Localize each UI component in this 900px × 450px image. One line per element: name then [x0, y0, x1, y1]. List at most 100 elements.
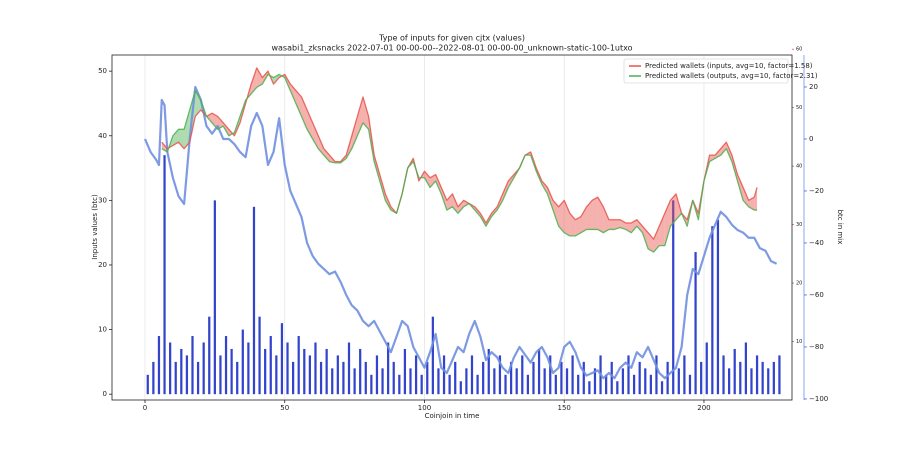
bar	[202, 342, 205, 395]
bar	[163, 155, 166, 395]
bar	[465, 368, 468, 395]
bar	[180, 348, 183, 395]
bar	[303, 348, 306, 395]
fill-between	[424, 171, 431, 188]
bar	[286, 342, 289, 395]
bar	[537, 348, 541, 395]
fill-between	[251, 67, 257, 94]
fill-between	[709, 155, 716, 162]
bar	[627, 355, 630, 395]
bar	[666, 361, 669, 395]
fill-between	[653, 226, 660, 253]
fill-between	[458, 200, 464, 214]
bar	[459, 381, 462, 395]
bar	[403, 348, 407, 395]
bar	[649, 374, 652, 395]
y-axis-label: Inputs values (btc)	[91, 194, 99, 260]
bar	[621, 368, 625, 395]
bar	[588, 381, 591, 395]
mix-line	[143, 85, 778, 380]
bar	[739, 361, 742, 395]
y3-tick-label: 20	[796, 281, 802, 287]
bar	[241, 329, 244, 395]
bar	[554, 374, 557, 395]
bar	[560, 361, 563, 395]
fill-between	[553, 200, 559, 227]
bar	[230, 348, 233, 395]
fill-between	[670, 193, 677, 227]
fill-between	[172, 129, 179, 146]
bar	[297, 336, 300, 395]
bar	[515, 368, 518, 395]
bar	[319, 361, 323, 395]
fill-between	[323, 148, 330, 162]
bar	[219, 355, 222, 395]
fill-between	[659, 213, 665, 246]
bar	[353, 368, 356, 395]
y2-tick-label: −80	[809, 343, 824, 351]
bar	[610, 361, 613, 395]
fill-between	[720, 142, 727, 156]
fill-between	[212, 113, 218, 130]
bar	[526, 374, 529, 395]
bar	[632, 374, 636, 395]
fill-between	[603, 206, 609, 233]
bar	[308, 355, 311, 395]
fill-between	[418, 171, 425, 181]
fill-between	[564, 200, 570, 236]
bar	[414, 355, 418, 395]
bar	[722, 355, 725, 395]
y3-tick-label: 30	[796, 222, 802, 228]
bar	[157, 336, 161, 395]
y2-tick-label: 20	[809, 83, 818, 91]
bar	[426, 361, 429, 395]
bar	[454, 361, 457, 395]
bar	[767, 368, 770, 395]
bar	[342, 361, 345, 395]
bar	[672, 200, 675, 395]
bar	[331, 368, 334, 395]
bar	[420, 374, 423, 395]
bar	[644, 368, 647, 395]
bar	[778, 355, 781, 395]
x-tick-label: 200	[697, 404, 710, 412]
bar	[336, 355, 339, 395]
bar	[744, 342, 748, 395]
y3-tick-label: 60	[796, 47, 802, 53]
bar	[146, 374, 149, 395]
bar	[185, 355, 189, 395]
fill-between	[178, 129, 185, 149]
y-tick-label: 10	[98, 326, 107, 334]
fill-between	[558, 200, 565, 233]
fill-between	[748, 197, 755, 211]
bar	[280, 323, 284, 395]
bar	[593, 368, 597, 395]
fill-between	[295, 90, 302, 117]
bar	[655, 355, 658, 395]
bar	[498, 355, 502, 395]
series-line	[161, 73, 758, 253]
bar	[683, 355, 686, 395]
bar	[409, 368, 412, 395]
bar	[224, 336, 228, 395]
bar	[716, 219, 720, 395]
y2-tick-label: −40	[809, 239, 824, 247]
fill-between	[575, 216, 581, 236]
bar	[152, 361, 155, 395]
fill-between	[580, 206, 587, 233]
bar	[347, 342, 351, 395]
y3-tick-label: 50	[796, 105, 802, 111]
bar	[387, 342, 390, 395]
chart-subtitle: wasabi1_zksnacks 2022-07-01 00-00-00--20…	[271, 44, 632, 53]
fill-between	[301, 96, 308, 130]
fill-between	[184, 109, 190, 149]
fill-between	[636, 219, 643, 233]
y-tick-label: 40	[98, 132, 107, 140]
fill-between	[312, 122, 319, 149]
bar	[431, 316, 434, 395]
bar	[487, 348, 490, 395]
y2-tick-label: 0	[809, 135, 813, 143]
bar	[269, 336, 272, 395]
y2-tick-label: −20	[809, 187, 824, 195]
series-line	[161, 67, 758, 240]
